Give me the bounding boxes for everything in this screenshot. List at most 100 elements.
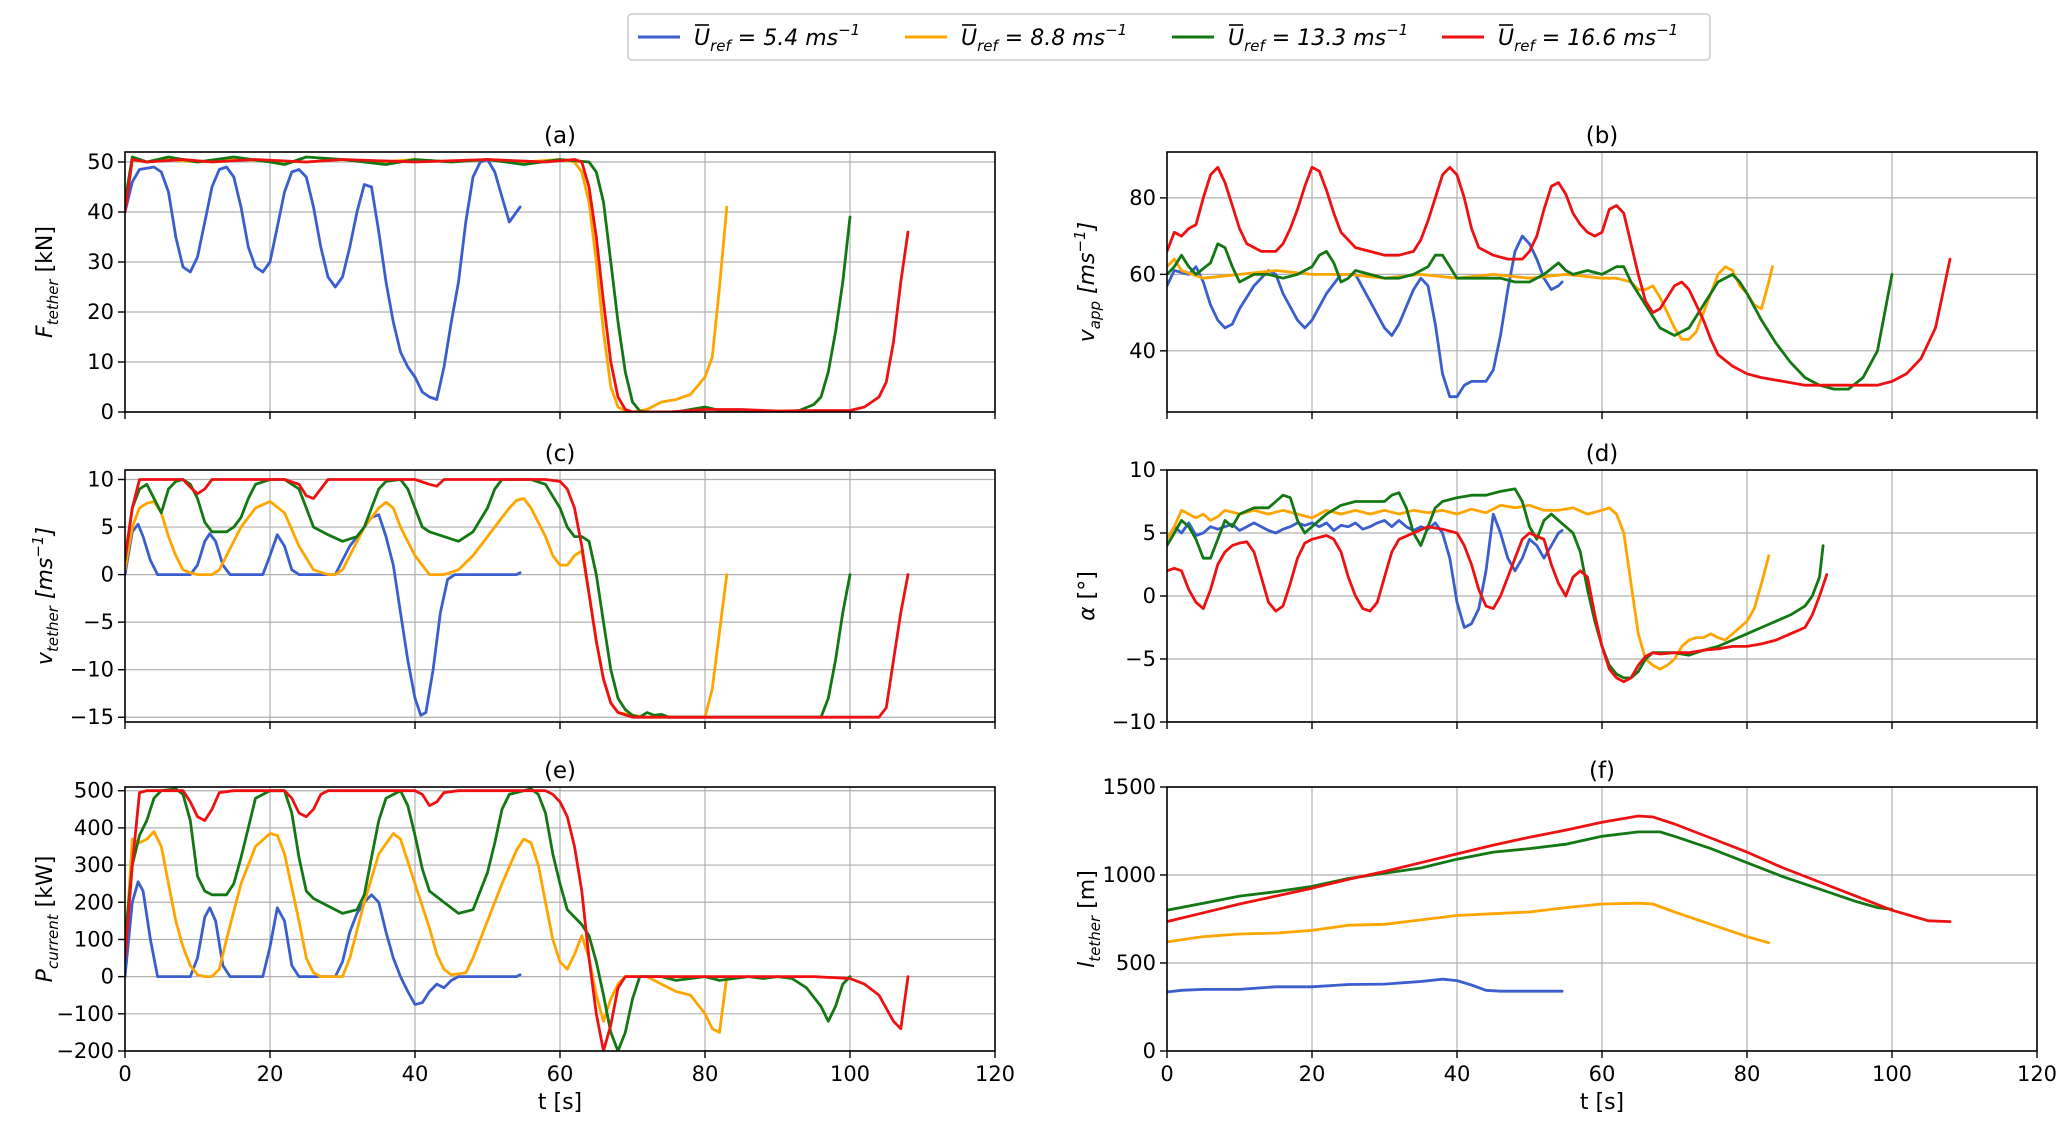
series-line-b-8.8 [1167, 257, 1774, 341]
y-tick-label-5: 5 [1143, 521, 1156, 545]
series-line-b-5.4 [1167, 234, 1564, 399]
y-tick-label--100: −100 [56, 1002, 114, 1026]
text-span: P [33, 968, 58, 982]
text-span: F [33, 325, 58, 338]
panel-title: (a) [544, 123, 576, 149]
x-tick-label-40: 40 [1444, 1062, 1471, 1086]
y-tick-label-0: 0 [101, 563, 114, 587]
text-span: current [44, 913, 62, 969]
y-tick-label-20: 20 [87, 300, 114, 324]
text-span: = 8.8 ms [998, 26, 1105, 51]
text-span: = 5.4 ms [731, 26, 838, 51]
y-tick-label--10: −10 [1112, 710, 1156, 734]
x-axis-label: t [s] [538, 1090, 582, 1115]
y-tick-label-5: 5 [101, 515, 114, 539]
text-span: −1 [29, 536, 47, 558]
text-span: l [1075, 962, 1100, 968]
series-line-b-16.6 [1167, 165, 1952, 387]
y-tick-label-10: 10 [1129, 458, 1156, 482]
text-span: ref [710, 37, 733, 55]
text-span: ] [1075, 222, 1100, 232]
text-span: ref [977, 37, 1000, 55]
panel-title: (d) [1586, 441, 1619, 467]
y-tick-label-10: 10 [87, 350, 114, 374]
text-span: U [961, 26, 977, 51]
text-span: ] [33, 527, 58, 537]
series-line-f-8.8 [1167, 901, 1771, 945]
y-tick-label--5: −5 [83, 610, 114, 634]
legend-label-0: Uref = 5.4 ms−1 [694, 21, 860, 55]
y-axis-label: Ftether [kN] [33, 226, 62, 338]
legend-label-2: Uref = 13.3 ms−1 [1228, 21, 1408, 55]
text-span: [°] [1075, 571, 1100, 606]
y-tick-label-50: 50 [87, 150, 114, 174]
y-tick-label-1500: 1500 [1103, 775, 1156, 799]
text-span: U [1228, 26, 1244, 51]
y-tick-label-0: 0 [1143, 1039, 1156, 1063]
text-span: tether [1086, 915, 1104, 962]
text-span: = 16.6 ms [1535, 26, 1656, 51]
legend-label-3: Uref = 16.6 ms−1 [1498, 21, 1678, 55]
y-axis-label: ltether [m] [1075, 870, 1104, 968]
panel-b: 40 60 80 (b) vapp [ms−1] [1071, 123, 2038, 419]
panel-title: (f) [1589, 758, 1615, 784]
y-tick-label-60: 60 [1129, 262, 1156, 286]
series-line-c-16.6 [125, 478, 910, 719]
panel-c: −15 −10 −5 0 5 10 (c) vtether [ms−1] [29, 441, 996, 729]
text-span: ref [1244, 37, 1267, 55]
x-tick-label-20: 20 [257, 1062, 284, 1086]
y-axis-label: vapp [ms−1] [1071, 222, 1104, 342]
y-tick-label-200: 200 [74, 890, 114, 914]
y-tick-label-500: 500 [74, 779, 114, 803]
text-span: tether [44, 605, 62, 652]
series-line-f-13.3 [1167, 830, 1894, 912]
x-tick-label-60: 60 [547, 1062, 574, 1086]
legend: Uref = 5.4 ms−1 Uref = 8.8 ms−1 Uref = 13.… [627, 13, 1711, 61]
y-tick-label--5: −5 [1125, 647, 1156, 671]
x-tick-label-100: 100 [1872, 1062, 1912, 1086]
text-span: −1 [838, 21, 860, 39]
series-line-f-5.4 [1167, 977, 1564, 994]
x-tick-label-80: 80 [692, 1062, 719, 1086]
text-span: α [1075, 606, 1100, 621]
series-line-a-5.4 [125, 158, 522, 401]
panel-title: (e) [544, 758, 576, 784]
y-tick-label--15: −15 [70, 705, 114, 729]
x-axis-label: t [s] [1580, 1090, 1624, 1115]
panel-d: −10 −5 0 5 10 (d) α [°] [1075, 441, 2038, 734]
y-tick-label--200: −200 [56, 1039, 114, 1063]
x-tick-label-0: 0 [118, 1062, 131, 1086]
text-span: [ms [1075, 252, 1100, 300]
panel-e: 0 20 40 60 80 100 120 −200 −100 0 100 200 300 400 500 (… [33, 758, 1015, 1115]
y-tick-label-0: 0 [101, 965, 114, 989]
y-tick-label-40: 40 [87, 200, 114, 224]
series-line-e-16.6 [125, 789, 910, 1051]
y-tick-label-0: 0 [1143, 584, 1156, 608]
text-span: v [33, 651, 58, 665]
y-tick-label-40: 40 [1129, 339, 1156, 363]
series-line-f-16.6 [1167, 814, 1952, 923]
series-line-b-13.3 [1167, 242, 1894, 391]
x-tick-label-80: 80 [1734, 1062, 1761, 1086]
text-span: [ms [33, 558, 58, 606]
text-span: = 13.3 ms [1265, 26, 1386, 51]
x-tick-label-120: 120 [2017, 1062, 2057, 1086]
text-span: −1 [1105, 21, 1127, 39]
legend-label-1: Uref = 8.8 ms−1 [961, 21, 1127, 55]
legend-box [627, 13, 1711, 61]
x-tick-label-0: 0 [1160, 1062, 1173, 1086]
y-tick-label-80: 80 [1129, 186, 1156, 210]
text-span: v [1075, 328, 1100, 342]
text-span: U [1498, 26, 1514, 51]
text-span: −1 [1071, 230, 1089, 252]
series-line-d-16.6 [1167, 525, 1829, 684]
y-tick-label-0: 0 [101, 400, 114, 424]
x-tick-label-40: 40 [402, 1062, 429, 1086]
text-span: tether [44, 279, 62, 326]
x-tick-label-120: 120 [975, 1062, 1015, 1086]
y-tick-label-30: 30 [87, 250, 114, 274]
y-tick-label-10: 10 [87, 468, 114, 492]
text-span: [m] [1075, 870, 1100, 916]
